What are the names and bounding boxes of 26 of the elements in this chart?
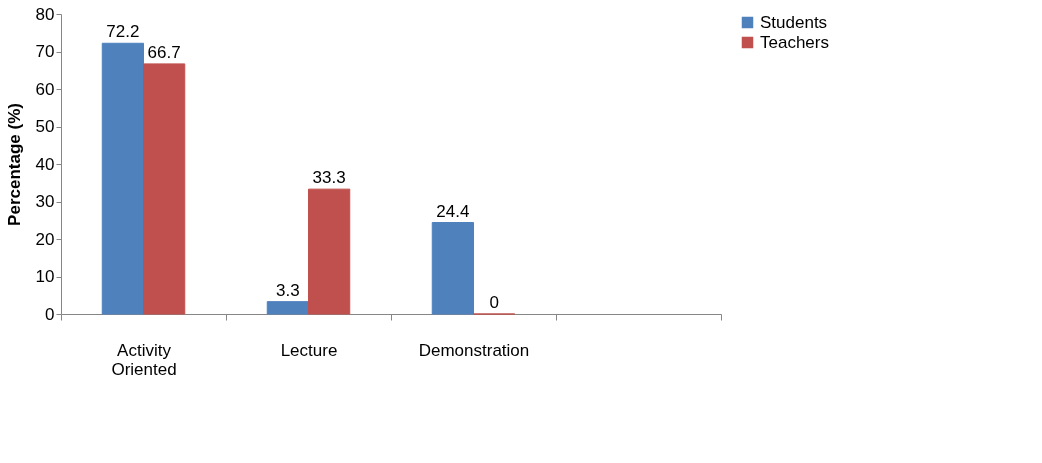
y-tick-label: 60 [35,79,55,99]
legend-label: Teachers [760,32,829,52]
y-tick-label: 70 [35,42,55,61]
bar [431,222,474,315]
y-tick-label: 0 [45,304,55,324]
x-tick-label: Demonstration [418,340,530,360]
bar [143,63,186,315]
bar [101,42,144,315]
y-tick-label: 10 [35,267,55,286]
data-label: 24.4 [436,201,470,221]
y-axis-title: Percentage (%) [4,103,24,226]
bar [308,188,351,315]
y-tick-label: 20 [35,229,55,249]
data-label: 72.2 [106,22,140,42]
legend-label: Students [760,12,828,32]
y-tick-label: 50 [35,117,55,136]
data-label: 33.3 [312,168,346,188]
y-tick-label: 80 [35,4,55,24]
y-tick-label: 30 [35,192,55,211]
data-label: 66.7 [147,42,181,62]
data-label: 3.3 [276,280,300,300]
data-label: 0 [489,293,499,312]
x-tick-label: Activity Oriented [111,340,177,379]
x-tick-label: Lecture [280,340,338,360]
y-tick-label: 40 [35,154,55,174]
bar [266,301,309,315]
